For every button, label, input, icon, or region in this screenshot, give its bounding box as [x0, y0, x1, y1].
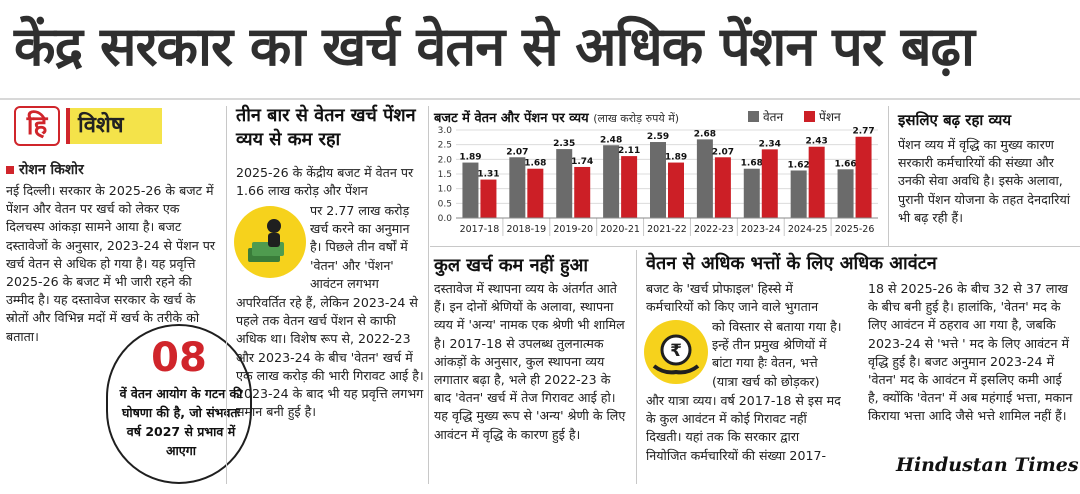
red-square-icon [6, 166, 14, 174]
pension-bar [480, 179, 497, 218]
salary-bar [556, 149, 573, 218]
x-tick-label: 2019-20 [553, 224, 593, 235]
y-tick-label: 0.5 [438, 199, 452, 209]
section4-text-side: को विस्तार से बताया गया है। इन्हें तीन प… [712, 319, 842, 389]
rupee-hands-icon: ₹ [644, 320, 708, 384]
x-tick-label: 2024-25 [788, 224, 828, 235]
y-tick-label: 1.5 [438, 170, 452, 180]
section4-text-bottom: और यात्रा व्यय। वर्ष 2017-18 से इस मद के… [646, 393, 841, 463]
pension-data-label: 2.07 [712, 147, 734, 157]
x-tick-label: 2022-23 [694, 224, 734, 235]
salary-data-label: 1.89 [459, 153, 481, 163]
salary-bar [696, 139, 713, 218]
section3-heading: कुल खर्च कम नहीं हुआ [434, 255, 588, 276]
column-divider [428, 106, 429, 484]
salary-data-label: 2.59 [647, 132, 669, 142]
salary-data-label: 1.66 [834, 159, 856, 169]
pension-data-label: 2.34 [759, 139, 781, 149]
salary-data-label: 2.07 [506, 147, 528, 157]
svg-text:₹: ₹ [670, 341, 682, 361]
x-tick-label: 2017-18 [460, 224, 500, 235]
pension-data-label: 1.68 [524, 159, 546, 169]
section4-heading: वेतन से अधिक भत्तों के लिए अधिक आवंटन [646, 253, 937, 274]
salary-bar [462, 162, 479, 218]
pension-bar [761, 149, 778, 218]
x-tick-label: 2020-21 [600, 224, 640, 235]
section4-text-top: बजट के 'खर्च प्रोफाइल' हिस्से में कर्मचा… [646, 281, 819, 315]
pension-bar [668, 162, 684, 218]
left-column-text: नई दिल्ली। सरकार के 2025-26 के बजट में प… [6, 183, 216, 344]
pension-bar [527, 168, 544, 218]
y-tick-label: 2.5 [438, 141, 452, 151]
newspaper-brand: Hindustan Times [896, 454, 1079, 476]
section3-text: दस्तावेज में स्थापना व्यय के अंतर्गत आते… [434, 281, 626, 442]
salary-bar [743, 168, 760, 218]
section4-text-col2: 18 से 2025-26 के बीच 32 से 37 लाख के बीच… [868, 281, 1073, 424]
chart-unit-note: (लाख करोड़ रुपये में) [593, 112, 680, 125]
pension-bar [714, 157, 731, 218]
section2-heading: तीन बार से वेतन खर्च पेंशन व्यय से कम रह… [236, 105, 416, 150]
pension-data-label: 2.43 [806, 137, 828, 147]
legend-pension-swatch [804, 111, 815, 122]
pension-data-label: 1.31 [477, 170, 499, 180]
section2-text-top: 2025-26 के केंद्रीय बजट में वेतन पर 1.66… [236, 165, 414, 199]
pension-data-label: 1.89 [665, 153, 687, 163]
y-tick-label: 0.0 [438, 214, 453, 224]
x-tick-label: 2021-22 [647, 224, 687, 235]
salary-data-label: 2.68 [694, 129, 716, 139]
special-badge: विशेष [66, 108, 162, 144]
section2-text-bottom: अपरिवर्तित रहे हैं, लेकिन 2023-24 से पहल… [236, 295, 424, 420]
headline-rule [0, 98, 1080, 100]
author-byline: रोशन किशोर [6, 160, 84, 179]
column-divider [888, 106, 889, 246]
column-divider [636, 250, 637, 484]
salary-data-label: 2.35 [553, 139, 575, 149]
y-tick-label: 2.0 [438, 155, 453, 165]
section-right-text: पेंशन व्यय में वृद्धि का मुख्य कारण सरका… [898, 137, 1071, 225]
column-divider [226, 106, 227, 484]
pension-data-label: 2.77 [852, 127, 874, 137]
hindustan-logo-icon: हि [14, 106, 60, 146]
callout-number: 08 [151, 335, 207, 381]
x-tick-label: 2025-26 [835, 224, 875, 235]
y-tick-label: 1.0 [438, 185, 453, 195]
row-divider [430, 246, 1080, 247]
bar-chart: 0.0 0.5 1.0 1.5 2.0 2.5 3.0 1.89 1.31 2017-18 2.07… [438, 126, 878, 236]
salary-bar [603, 145, 620, 218]
headline-bar: केंद्र सरकार का खर्च वेतन से अधिक पेंशन … [0, 0, 1080, 100]
salary-data-label: 2.48 [600, 135, 622, 145]
x-tick-label: 2018-19 [506, 224, 546, 235]
pension-bar [808, 146, 825, 218]
pension-illustration-icon [234, 206, 306, 278]
salary-bar [837, 169, 854, 218]
headline: केंद्र सरकार का खर्च वेतन से अधिक पेंशन … [14, 15, 975, 78]
salary-bar [790, 170, 807, 218]
legend-pension: पेंशन [804, 108, 841, 125]
legend-salary: वेतन [748, 108, 783, 125]
pension-data-label: 1.74 [571, 157, 593, 167]
pension-bar [855, 136, 872, 218]
salary-data-label: 1.68 [741, 159, 763, 169]
legend-salary-swatch [748, 111, 759, 122]
section2-text-side: पर 2.77 लाख करोड़ खर्च करने का अनुमान है… [310, 203, 410, 291]
pension-data-label: 2.11 [618, 146, 640, 156]
pension-bar [574, 166, 591, 218]
chart-title: बजट में वेतन और पेंशन पर व्यय (लाख करोड़… [434, 111, 680, 126]
section-right-heading: इसलिए बढ़ रहा व्यय [898, 111, 1012, 129]
callout-text: वें वेतन आयोग के गटन की घोषणा की है, जो … [119, 386, 243, 458]
salary-data-label: 1.62 [788, 160, 810, 170]
salary-bar [650, 142, 666, 218]
commission-callout: 08 वें वेतन आयोग के गटन की घोषणा की है, … [106, 324, 252, 484]
y-tick-label: 3.0 [438, 126, 453, 136]
salary-bar [509, 157, 526, 218]
pension-bar [621, 156, 638, 218]
x-tick-label: 2023-24 [741, 224, 781, 235]
